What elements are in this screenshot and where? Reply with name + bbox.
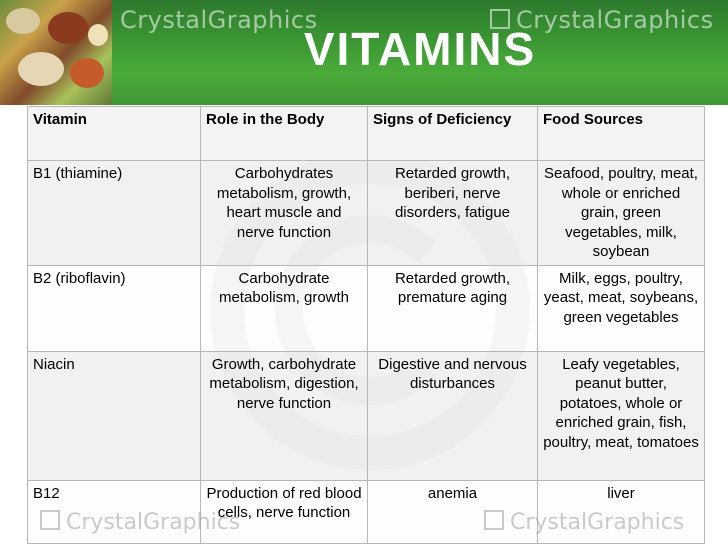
food-photo-tile	[18, 52, 64, 86]
watermark-top-left: CrystalGraphics	[120, 6, 318, 34]
cell-food-sources: Seafood, poultry, meat, whole or enriche…	[537, 160, 705, 266]
header-role: Role in the Body	[200, 106, 368, 161]
cell-deficiency: Digestive and nervous disturbances	[367, 350, 538, 481]
cell-vitamin: B1 (thiamine)	[27, 160, 201, 266]
cell-deficiency: anemia	[367, 479, 538, 544]
header-deficiency: Signs of Deficiency	[367, 106, 538, 161]
header-food-sources: Food Sources	[537, 106, 705, 161]
cell-food-sources: Milk, eggs, poultry, yeast, meat, soybea…	[537, 264, 705, 352]
cell-deficiency: Retarded growth, beriberi, nerve disorde…	[367, 160, 538, 266]
cell-deficiency: Retarded growth, premature aging	[367, 264, 538, 352]
vitamin-table-container: Vitamin Role in the Body Signs of Defici…	[27, 106, 705, 544]
cell-role: Carbohydrate metabolism, growth	[200, 264, 368, 352]
header-vitamin: Vitamin	[27, 106, 201, 161]
watermark-logo-icon	[40, 510, 60, 530]
cell-vitamin: Niacin	[27, 350, 201, 481]
watermark-logo-icon	[484, 510, 504, 530]
slide-title: VITAMINS	[303, 23, 537, 75]
table-header-row: Vitamin Role in the Body Signs of Defici…	[27, 106, 705, 161]
cell-role: Production of red blood cells, nerve fun…	[200, 479, 368, 544]
vitamin-table: Vitamin Role in the Body Signs of Defici…	[27, 106, 705, 544]
food-photo-tile	[48, 12, 88, 44]
table-row: B2 (riboflavin) Carbohydrate metabolism,…	[27, 264, 705, 352]
watermark-top-right: CrystalGraphics	[490, 6, 714, 34]
food-collage-image	[0, 0, 112, 105]
watermark-bottom-left: CrystalGraphics	[40, 510, 240, 535]
food-photo-tile	[88, 24, 108, 46]
food-photo-tile	[70, 58, 104, 88]
cell-food-sources: liver	[537, 479, 705, 544]
cell-food-sources: Leafy vegetables, peanut butter, potatoe…	[537, 350, 705, 481]
title-banner: CrystalGraphics CrystalGraphics VITAMINS	[0, 0, 728, 105]
table-row: Niacin Growth, carbohydrate metabolism, …	[27, 350, 705, 481]
cell-role: Growth, carbohydrate metabolism, digesti…	[200, 350, 368, 481]
cell-vitamin: B2 (riboflavin)	[27, 264, 201, 352]
watermark-logo-icon	[490, 9, 510, 29]
table-row: B1 (thiamine) Carbohydrates metabolism, …	[27, 160, 705, 266]
food-photo-tile	[6, 8, 40, 34]
cell-role: Carbohydrates metabolism, growth, heart …	[200, 160, 368, 266]
watermark-bottom-right: CrystalGraphics	[484, 510, 684, 535]
